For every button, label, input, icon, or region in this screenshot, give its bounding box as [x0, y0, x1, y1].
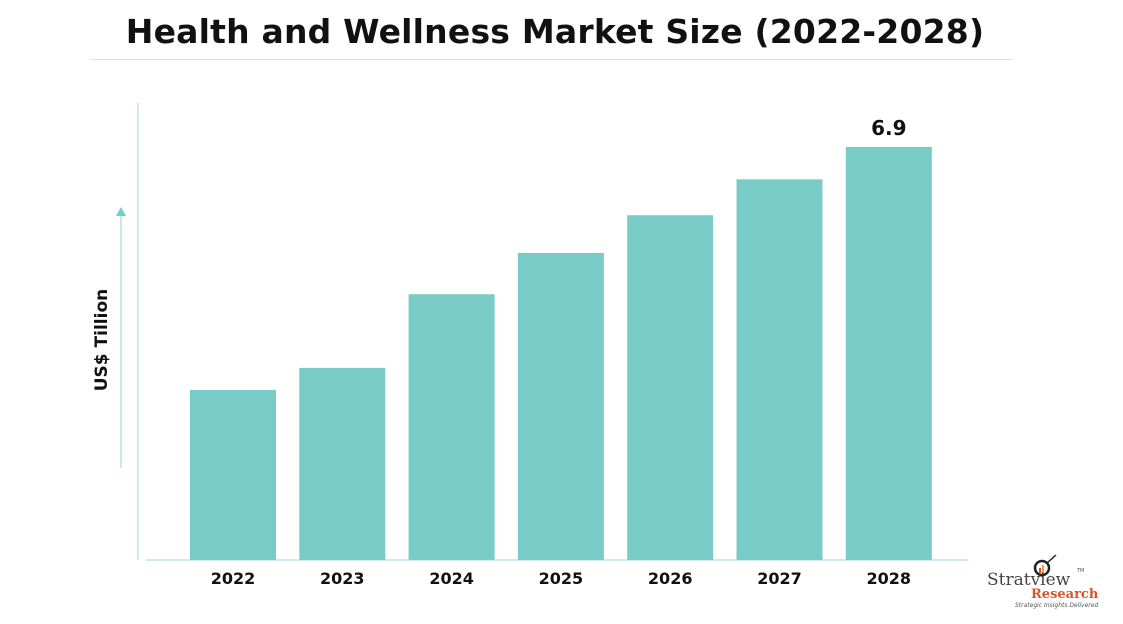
data-label: 6.9: [871, 116, 906, 140]
x-tick-label: 2028: [867, 569, 912, 588]
bar-2025: [517, 252, 604, 560]
bar-2026: [627, 215, 714, 560]
logo-name: Stratview: [987, 570, 1071, 590]
x-tick-label: 2022: [211, 569, 256, 588]
x-tick-label: 2025: [539, 569, 584, 588]
bar-2028: [845, 147, 932, 560]
x-tick-label: 2026: [648, 569, 693, 588]
y-arrow-head-icon: [116, 207, 126, 216]
bar-2027: [736, 179, 823, 561]
logo-tagline: Strategic Insights Delivered: [1015, 602, 1099, 609]
x-tick-label: 2024: [429, 569, 474, 588]
logo-sub: Research: [1031, 587, 1099, 602]
bar-2022: [190, 390, 276, 560]
x-tick-label: 2023: [320, 569, 365, 588]
stratview-logo: Stratview Research Strategic Insights De…: [985, 554, 1099, 612]
chart-title: Health and Wellness Market Size (2022-20…: [125, 12, 985, 51]
x-tick-label: 2027: [757, 569, 802, 588]
magnifier-chart-icon: [1033, 554, 1057, 577]
logo-tm: TM: [1077, 568, 1085, 574]
bar-2023: [299, 367, 386, 560]
bar-2024: [408, 294, 495, 560]
title-divider: [90, 59, 1012, 60]
